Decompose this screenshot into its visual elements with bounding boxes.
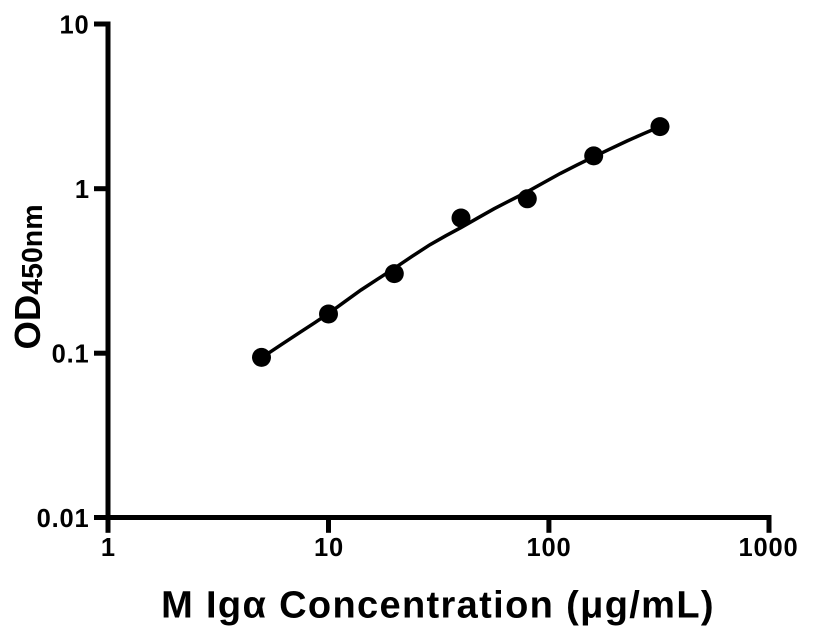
svg-text:M Igα Concentration (μg/mL): M Igα Concentration (μg/mL) xyxy=(161,585,715,627)
svg-text:1: 1 xyxy=(75,176,89,204)
svg-text:10: 10 xyxy=(60,11,90,39)
svg-text:1000: 1000 xyxy=(739,534,799,562)
svg-text:0.01: 0.01 xyxy=(37,505,90,533)
svg-text:1: 1 xyxy=(101,534,115,562)
svg-text:0.1: 0.1 xyxy=(52,341,90,369)
svg-text:OD450nm: OD450nm xyxy=(7,204,49,349)
svg-text:10: 10 xyxy=(314,534,344,562)
svg-text:100: 100 xyxy=(527,534,572,562)
